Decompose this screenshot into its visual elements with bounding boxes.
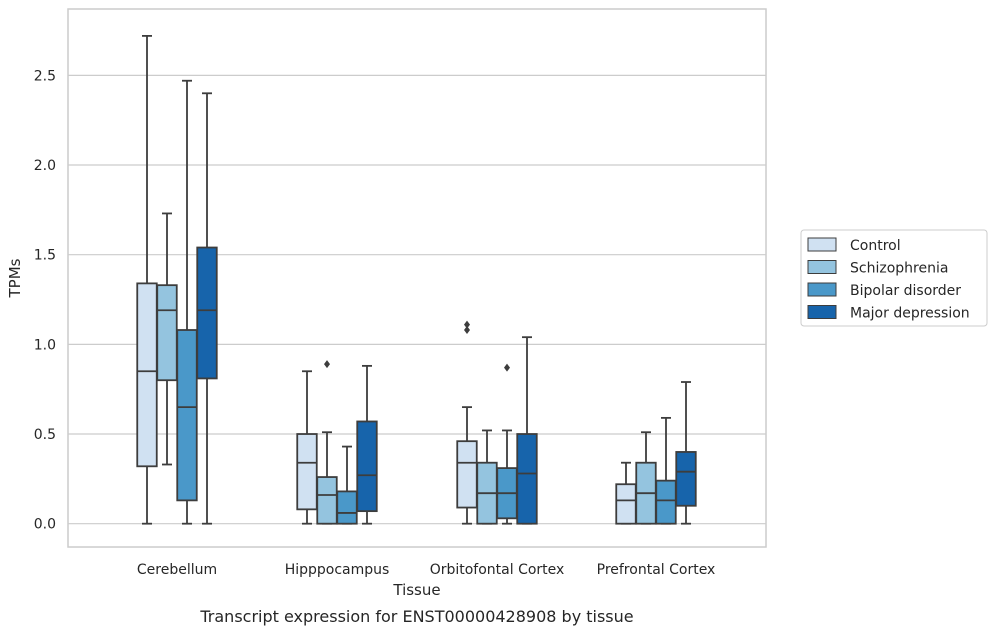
box-group (655, 416, 677, 525)
y-tick-labels: 0.0 0.5 1.0 1.5 2.0 2.5 (34, 68, 56, 532)
y-axis-title: TPMs (6, 258, 24, 298)
box-iqr (655, 479, 677, 525)
figure-caption: Transcript expression for ENST0000042890… (199, 607, 633, 626)
legend-swatch (807, 237, 837, 252)
box-group (196, 92, 218, 525)
y-tick-label: 2.5 (34, 68, 56, 84)
x-axis-title: Tissue (392, 581, 440, 599)
outlier-point (464, 326, 470, 335)
box-group (496, 363, 518, 525)
box-group (615, 461, 637, 525)
box-group (675, 381, 697, 525)
legend-label: Major depression (850, 306, 970, 322)
y-tick-label: 1.5 (34, 248, 56, 264)
legend-label: Schizophrenia (850, 261, 948, 277)
plot-frame (67, 8, 767, 548)
box-iqr (456, 440, 478, 509)
box-iqr (296, 433, 318, 511)
legend: Control Schizophrenia Bipolar disorder Majo… (800, 229, 988, 327)
box-group (456, 320, 478, 525)
x-tick-labels: Cerebellum Hipppocampus Orbitofontal Corte… (137, 562, 715, 578)
box-iqr (316, 476, 338, 525)
box-iqr (615, 483, 637, 525)
box-group (136, 35, 158, 525)
y-tick-label: 1.0 (34, 337, 56, 353)
box-iqr (675, 451, 697, 507)
box-iqr (336, 490, 358, 525)
box-iqr (156, 284, 178, 382)
box-iqr (176, 329, 198, 502)
legend-swatch (807, 260, 837, 274)
x-tick-label: Orbitofontal Cortex (430, 562, 565, 578)
y-tick-label: 0.5 (34, 427, 56, 443)
box-group (356, 364, 378, 525)
x-tick-label: Hipppocampus (285, 562, 390, 578)
box-group (296, 370, 318, 525)
y-tick-label: 0.0 (34, 517, 56, 533)
box-iqr (136, 282, 158, 468)
outlier-point (504, 363, 510, 372)
x-tick-label: Prefrontal Cortex (597, 562, 716, 578)
box-iqr (196, 246, 218, 380)
boxes (136, 35, 697, 525)
legend-swatch (807, 305, 837, 319)
outlier-point (464, 320, 470, 329)
box-group (635, 431, 657, 525)
box-group (316, 360, 338, 525)
x-tick-label: Cerebellum (137, 562, 217, 578)
outlier-point (324, 360, 330, 369)
y-tick-label: 2.0 (34, 158, 56, 174)
box-group (176, 79, 198, 525)
box-group (156, 212, 178, 466)
box-group (476, 429, 498, 525)
legend-label: Bipolar disorder (850, 283, 961, 299)
legend-label: Control (850, 238, 901, 254)
legend-swatch (807, 282, 837, 297)
box-group (336, 445, 358, 525)
box-group (516, 336, 538, 525)
box-iqr (516, 433, 538, 525)
box-iqr (356, 420, 378, 513)
legend-frame (800, 229, 988, 327)
